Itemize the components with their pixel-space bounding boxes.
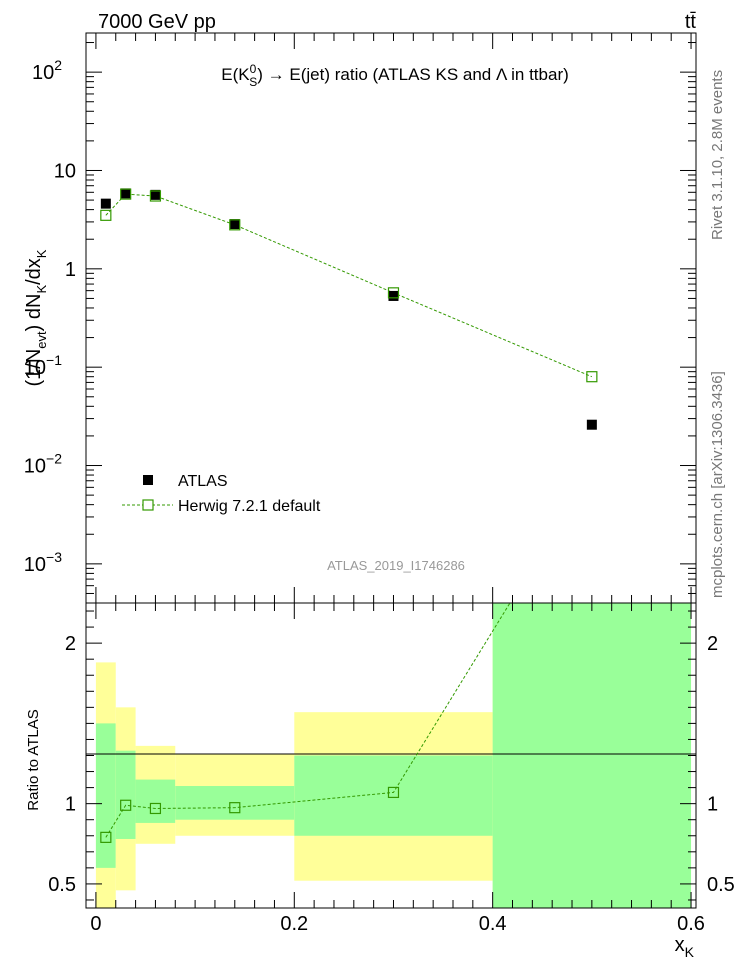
y-tick-label: 10−2	[24, 451, 62, 478]
header-right: tt̄	[685, 11, 697, 33]
herwig-line	[105, 193, 593, 378]
x-tick-label: 0.6	[677, 913, 705, 935]
herwig-point	[149, 190, 162, 202]
y-tick-label: 10−3	[24, 549, 62, 576]
ratio-bands	[95, 603, 692, 908]
ratio-y-tick-label-right: 0.5	[707, 874, 735, 896]
analysis-id: ATLAS_2019_I1746286	[327, 558, 465, 573]
rivet-label: Rivet 3.1.10, 2.8M events	[709, 70, 726, 240]
xlabel-subscript: K	[685, 944, 695, 960]
herwig-point	[387, 287, 400, 299]
x-axis-label: xK	[675, 934, 695, 960]
y-tick-base: 1	[65, 259, 76, 281]
ratio-point	[229, 802, 241, 814]
y-tick-exponent: −2	[46, 451, 62, 467]
y-tick-label: 10−1	[24, 352, 62, 379]
ylabel-part: /dx	[23, 258, 45, 285]
ratio-y-tick-label-left: 0.5	[48, 874, 76, 896]
ratio-band-inner	[294, 755, 493, 836]
y-tick-label: 102	[32, 57, 62, 84]
ratio-band-inner	[492, 603, 692, 908]
y-tick-exponent: −1	[46, 352, 62, 368]
atlas-point	[100, 198, 111, 209]
ratio-y-tick-label-left: 1	[65, 794, 76, 816]
atlas-point	[586, 419, 597, 430]
x-tick-label: 0.4	[479, 913, 507, 935]
y-tick-base: 10	[54, 160, 76, 182]
ratio-ylabel: Ratio to ATLAS	[25, 709, 42, 810]
ratio-frame	[85, 602, 697, 909]
title-part: E(K	[221, 65, 250, 84]
ylabel-subscript: K	[34, 285, 49, 294]
xlabel-part: x	[675, 934, 685, 956]
legend-herwig-marker	[142, 499, 154, 511]
atlas-point	[229, 219, 240, 230]
title-superscript: 0	[250, 62, 257, 76]
herwig-point	[120, 188, 132, 200]
ratio-y-tick-label-left: 2	[65, 633, 76, 655]
ratio-panel: 0.5 0.5 1 1 2 2 0 0.2 0.4 0.6 Ratio to ATLAS xK	[25, 602, 735, 960]
herwig-point	[229, 219, 241, 231]
ratio-point	[387, 786, 400, 799]
title-part: ) → E(jet) ratio (ATLAS KS and Λ in ttba…	[257, 65, 568, 84]
ylabel-part: (1/N	[23, 349, 45, 387]
atlas-point	[120, 188, 131, 199]
ratio-point	[120, 799, 132, 811]
legend-atlas-marker	[143, 475, 153, 485]
ratio-y-tick-label-right: 2	[707, 633, 718, 655]
y-tick-base: 10	[32, 62, 54, 84]
ylabel-subscript: evt	[34, 331, 49, 349]
ratio-band-inner	[115, 750, 136, 839]
legend: ATLAS Herwig 7.2.1 default	[122, 473, 321, 515]
title-subscript: S	[249, 75, 257, 89]
main-panel: E(K0 S) → E(jet) ratio (ATLAS KS and Λ in…	[23, 32, 697, 604]
y-tick-base: 10	[24, 456, 46, 478]
ratio-band-inner	[135, 779, 176, 823]
ratio-point	[100, 831, 112, 843]
y-tick-label: 1	[65, 259, 76, 281]
main-series	[100, 188, 598, 430]
ratio-axis-ticks: 0.5 0.5 1 1 2 2 0 0.2 0.4 0.6	[48, 603, 735, 935]
ratio-series	[100, 603, 511, 843]
ratio-point	[149, 802, 162, 815]
chart-title: E(K0 S) → E(jet) ratio (ATLAS KS and Λ in…	[221, 62, 569, 89]
ratio-band-inner	[95, 723, 116, 868]
header-left: 7000 GeV pp	[98, 11, 216, 33]
ylabel-subscript: K	[34, 249, 49, 258]
main-ylabel: (1/Nevt) dNK/dxK	[23, 249, 49, 386]
y-tick-exponent: 2	[54, 57, 62, 73]
y-tick-exponent: −3	[46, 549, 62, 565]
legend-atlas-label: ATLAS	[178, 473, 228, 490]
ylabel-part: ) dN	[23, 294, 45, 332]
herwig-point	[586, 371, 598, 383]
legend-herwig-label: Herwig 7.2.1 default	[178, 498, 321, 515]
y-tick-label: 10	[54, 160, 76, 182]
atlas-point	[150, 189, 161, 200]
ratio-y-tick-label-right: 1	[707, 794, 718, 816]
main-frame	[85, 32, 697, 604]
atlas-point	[388, 290, 399, 301]
y-tick-base: 10	[24, 357, 46, 379]
x-tick-label: 0.2	[280, 913, 308, 935]
x-tick-label: 0	[90, 913, 101, 935]
herwig-point	[100, 209, 112, 221]
y-tick-base: 10	[24, 554, 46, 576]
mcplots-label: mcplots.cern.ch [arXiv:1306.3436]	[709, 371, 726, 598]
